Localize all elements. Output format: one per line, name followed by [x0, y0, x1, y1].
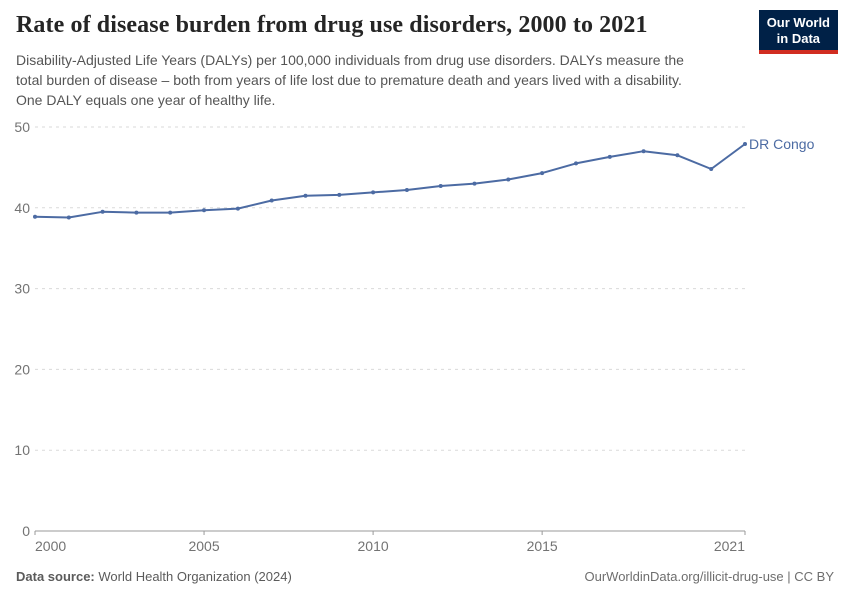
data-point: [269, 198, 274, 203]
y-tick-label: 30: [14, 281, 30, 297]
owid-logo: Our World in Data: [758, 10, 838, 54]
y-tick-label: 10: [14, 442, 30, 458]
data-point: [337, 192, 342, 197]
x-tick-label: 2000: [35, 538, 66, 554]
data-point: [235, 206, 240, 211]
chart-subtitle: Disability-Adjusted Life Years (DALYs) p…: [16, 50, 684, 110]
x-tick-label: 2010: [358, 538, 389, 554]
data-point: [641, 149, 646, 154]
data-point: [202, 208, 206, 213]
data-point: [134, 210, 139, 215]
owid-logo-line1: Our World: [766, 15, 830, 30]
data-point: [371, 190, 376, 195]
data-point: [100, 209, 105, 214]
data-point: [66, 215, 71, 220]
data-point: [472, 181, 477, 186]
data-source-value: World Health Organization (2024): [98, 569, 292, 584]
y-tick-label: 40: [14, 200, 30, 216]
data-source-label: Data source:: [16, 569, 95, 584]
subtitle-line: total burden of disease – both from year…: [16, 72, 682, 88]
data-point: [168, 210, 173, 215]
y-tick-label: 0: [22, 523, 30, 539]
x-tick-label: 2021: [714, 538, 745, 554]
entity-label: DR Congo: [749, 136, 815, 152]
data-line: [34, 143, 746, 219]
subtitle-line: One DALY equals one year of healthy life…: [16, 92, 276, 108]
data-point: [506, 177, 511, 182]
data-point: [303, 193, 308, 198]
subtitle-line: Disability-Adjusted Life Years (DALYs) p…: [16, 52, 684, 68]
data-point: [607, 154, 612, 159]
data-point: [709, 167, 714, 171]
data-point: [675, 153, 680, 158]
chart-footer: Data source: World Health Organization (…: [16, 569, 834, 584]
data-point: [33, 214, 37, 219]
x-tick-label: 2015: [527, 538, 558, 554]
data-point: [574, 161, 578, 166]
data-point: [743, 142, 747, 146]
data-source: Data source: World Health Organization (…: [16, 569, 292, 584]
owid-logo-line2: in Data: [776, 31, 821, 46]
data-point: [438, 184, 443, 188]
data-point: [404, 188, 409, 192]
page-title: Rate of disease burden from drug use dis…: [16, 12, 648, 38]
x-tick-label: 2005: [188, 538, 219, 554]
y-tick-label: 50: [14, 119, 30, 135]
attribution: OurWorldinData.org/illicit-drug-use | CC…: [584, 569, 835, 584]
data-point: [540, 171, 545, 176]
y-tick-label: 20: [14, 361, 30, 377]
